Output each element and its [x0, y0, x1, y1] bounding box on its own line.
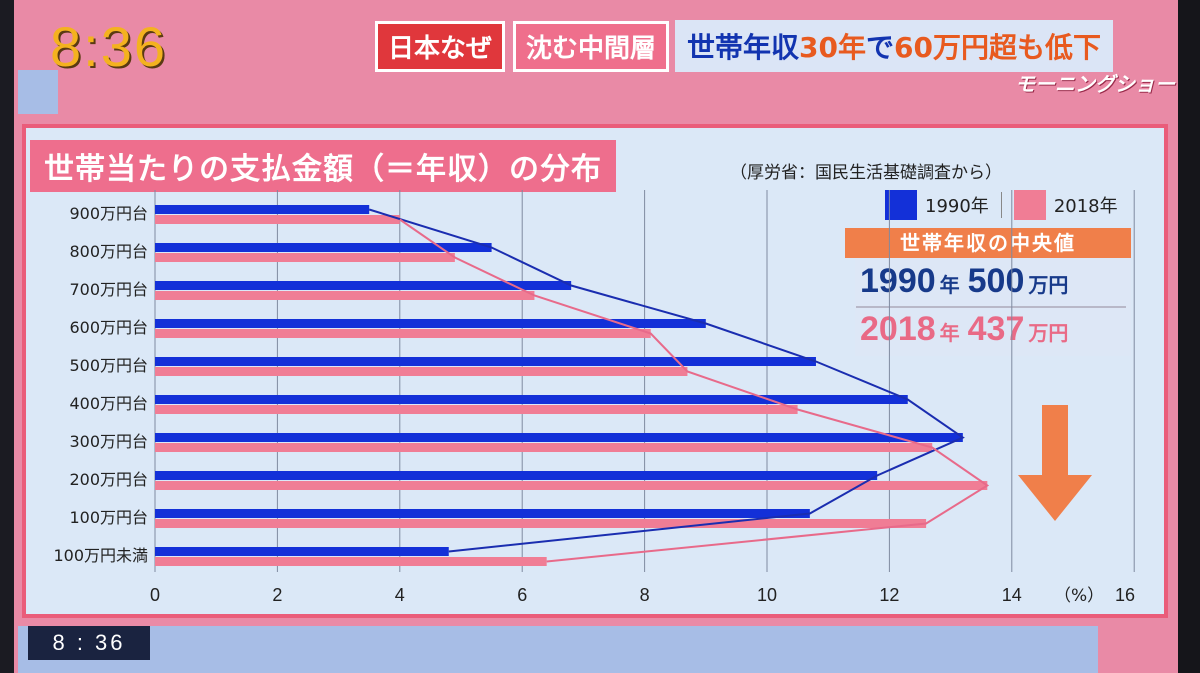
x-unit-label: （%） — [1054, 586, 1104, 606]
ticker-bar — [18, 626, 1098, 673]
bar-1990年 — [155, 319, 706, 328]
y-category-label: 500万円台 — [69, 356, 148, 375]
median-year: 2018 — [860, 310, 936, 348]
down-arrow-icon — [1018, 405, 1092, 521]
y-category-label: 300万円台 — [69, 432, 148, 451]
median-title: 世帯年収の中央値 — [845, 228, 1131, 258]
bar-1990年 — [155, 395, 908, 404]
median-row-2018: 2018 年 437 万円 — [860, 310, 1076, 349]
legend-swatch-2018 — [1013, 190, 1046, 220]
median-value: 437 — [967, 310, 1025, 348]
y-category-label: 400万円台 — [69, 394, 148, 413]
y-category-label: 200万円台 — [69, 470, 148, 489]
headline-text-orange: 30年 — [799, 31, 867, 64]
series-line-2018年 — [399, 218, 990, 563]
bar-2018年 — [155, 253, 455, 262]
bar-1990年 — [155, 547, 449, 556]
headline-main: 世帯年収 30年 で 60万円超も低下 — [675, 20, 1113, 72]
median-divider — [856, 306, 1126, 308]
y-category-label: 600万円台 — [69, 318, 148, 337]
headline-tag-1: 日本なぜ — [375, 20, 506, 72]
headline-text-blue-2: で — [866, 31, 895, 64]
legend-label-2018: 2018年 — [1053, 196, 1118, 217]
bar-2018年 — [155, 367, 688, 376]
side-panel — [18, 70, 58, 114]
median-value-unit: 万円 — [1028, 275, 1069, 297]
bar-1990年 — [155, 281, 572, 290]
bar-2018年 — [155, 215, 400, 224]
median-row-1990: 1990 年 500 万円 — [860, 262, 1076, 301]
bar-1990年 — [155, 243, 492, 252]
median-value: 500 — [967, 262, 1025, 300]
bar-1990年 — [155, 433, 963, 442]
chart-source: （厚労省：国民生活基礎調査から） — [730, 163, 1002, 183]
x-max-label: 16 — [1115, 585, 1135, 605]
legend-separator — [1000, 192, 1002, 218]
screen-bezel-right — [1178, 0, 1200, 673]
x-tick-label: 14 — [1002, 585, 1022, 605]
median-year-unit: 年 — [939, 323, 960, 345]
show-logo: モーニングショー — [1015, 72, 1175, 96]
x-tick-label: 0 — [150, 585, 160, 605]
y-category-label: 700万円台 — [69, 280, 148, 299]
headline-text-blue: 世帯年収 — [687, 31, 800, 64]
y-category-label: 900万円台 — [69, 204, 148, 223]
series-line-1990年 — [368, 208, 965, 553]
legend-swatch-1990 — [885, 190, 917, 220]
bar-1990年 — [155, 509, 810, 518]
bar-2018年 — [155, 405, 798, 414]
bar-2018年 — [155, 481, 988, 490]
screen-bezel-left — [0, 0, 14, 673]
x-tick-label: 6 — [517, 585, 527, 605]
headline-tag-2: 沈む中間層 — [513, 20, 670, 72]
bar-2018年 — [155, 443, 933, 452]
bar-2018年 — [155, 519, 927, 528]
y-category-label: 100万円台 — [69, 508, 148, 527]
x-tick-label: 12 — [879, 585, 899, 605]
bar-1990年 — [155, 205, 370, 214]
clock-display: 8:36 — [50, 15, 167, 78]
headline-text-orange-2: 60万円超も低下 — [894, 31, 1101, 64]
bar-1990年 — [155, 357, 816, 366]
median-year: 1990 — [860, 262, 936, 300]
x-tick-label: 2 — [272, 585, 282, 605]
x-tick-label: 10 — [757, 585, 777, 605]
median-year-unit: 年 — [939, 275, 960, 297]
bar-2018年 — [155, 291, 535, 300]
y-category-label: 800万円台 — [69, 242, 148, 261]
headline: 日本なぜ 沈む中間層 世帯年収 30年 で 60万円超も低下 — [375, 18, 1113, 74]
legend-label-1990: 1990年 — [925, 196, 989, 217]
x-tick-label: 4 — [395, 585, 405, 605]
bar-1990年 — [155, 471, 878, 480]
bar-2018年 — [155, 557, 547, 566]
legend: 1990年 2018年 — [885, 190, 1118, 220]
y-category-label: 100万円未満 — [53, 546, 148, 565]
median-value-unit: 万円 — [1028, 323, 1069, 345]
clock-small: 8 : 36 — [28, 626, 150, 660]
chart-title: 世帯当たりの支払金額（＝年収）の分布 — [30, 140, 616, 192]
x-tick-label: 8 — [640, 585, 650, 605]
bar-2018年 — [155, 329, 651, 338]
